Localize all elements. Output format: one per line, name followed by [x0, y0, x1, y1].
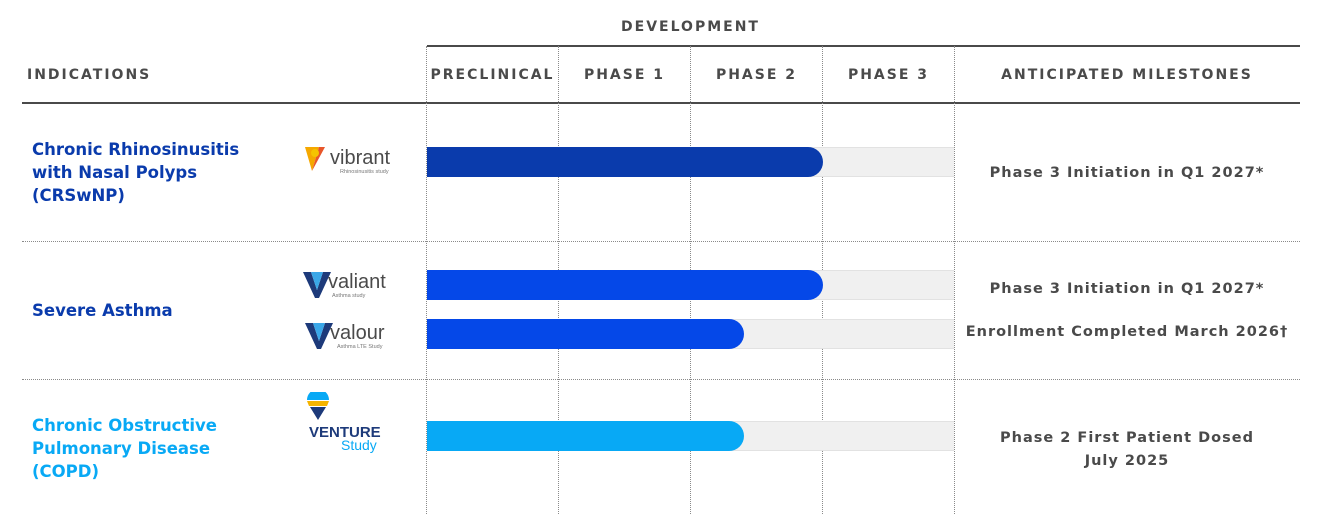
- progress-bar-copd-venture: [427, 421, 744, 451]
- milestone-copd-venture: Phase 2 First Patient Dosed July 2025: [1000, 430, 1254, 469]
- venture-logo-sub: Study: [341, 437, 377, 453]
- progress-bar-crswnp-vibrant: [427, 147, 823, 177]
- valiant-logo-icon: valiant Asthma study: [301, 266, 401, 306]
- progress-bar-asthma-valour: [427, 319, 744, 349]
- column-divider-preclinical: [426, 46, 427, 514]
- phase1-header: PHASE 1: [583, 67, 666, 83]
- milestone-asthma-valour: Enrollment Completed March 2026†: [965, 324, 1289, 340]
- indication-severe-asthma: Severe Asthma: [32, 301, 173, 320]
- venture-logo-name: VENTURE: [309, 424, 381, 441]
- milestone-crswnp-vibrant: Phase 3 Initiation in Q1 2027*: [989, 165, 1265, 181]
- phase2-header: PHASE 2: [715, 67, 798, 83]
- indications-header: INDICATIONS: [27, 67, 152, 83]
- valour-logo-icon: valour Asthma LTE Study: [303, 317, 403, 357]
- row-divider-2: [22, 379, 1300, 380]
- phase3-header: PHASE 3: [847, 67, 930, 83]
- column-divider-milestones: [954, 46, 955, 514]
- venture-logo-icon: VENTURE Study: [303, 389, 393, 458]
- milestone-asthma-valiant: Phase 3 Initiation in Q1 2027*: [989, 281, 1265, 297]
- indication-copd: Chronic Obstructive Pulmonary Disease (C…: [32, 416, 217, 481]
- progress-bar-asthma-valiant: [427, 270, 823, 300]
- valiant-logo-name: valiant: [328, 271, 386, 293]
- vibrant-logo-sub: Rhinosinusitis study: [340, 169, 389, 175]
- row-divider-1: [22, 241, 1300, 242]
- indication-crswnp: Chronic Rhinosinusitis with Nasal Polyps…: [32, 140, 240, 205]
- preclinical-header: PRECLINICAL: [430, 67, 555, 83]
- vibrant-logo-name: vibrant: [330, 147, 390, 169]
- development-underline: [427, 45, 1300, 47]
- milestones-header: ANTICIPATED MILESTONES: [1001, 67, 1253, 83]
- development-header: DEVELOPMENT: [621, 19, 760, 35]
- header-bottom-rule: [22, 102, 1300, 104]
- valiant-logo-sub: Asthma study: [332, 293, 366, 299]
- valour-logo-sub: Asthma LTE Study: [337, 344, 383, 350]
- vibrant-logo-icon: vibrant Rhinosinusitis study: [303, 143, 403, 183]
- valour-logo-name: valour: [330, 322, 385, 344]
